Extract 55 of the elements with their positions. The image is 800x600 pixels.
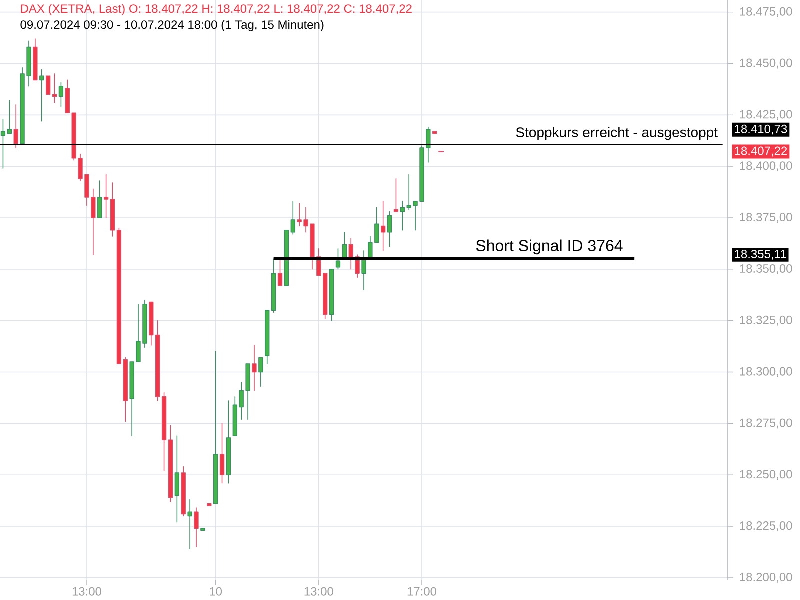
y-tick-label: 18.450,00 — [740, 58, 792, 69]
candlestick — [323, 273, 328, 320]
candlestick — [387, 211, 392, 248]
candlestick — [58, 82, 64, 108]
candlestick — [258, 357, 264, 388]
ref-line-label: Short Signal ID 3764 — [476, 240, 623, 255]
candlestick — [110, 182, 116, 237]
candlestick — [116, 228, 122, 364]
candlestick — [188, 499, 192, 550]
y-tick-label: 18.300,00 — [740, 367, 792, 378]
candlestick — [162, 392, 167, 472]
candlestick — [200, 528, 206, 532]
y-tick-label: 18.200,00 — [740, 572, 792, 583]
text: 18.410,73 — [735, 124, 788, 135]
candlestick — [207, 503, 212, 506]
y-tick-label: 18.475,00 — [740, 7, 792, 18]
candlestick — [14, 104, 18, 148]
y-tick-label: 18.325,00 — [740, 316, 792, 326]
candlestick — [290, 201, 296, 235]
candlestick — [156, 320, 160, 402]
candlestick — [265, 310, 270, 364]
candlestick — [278, 258, 283, 286]
candlestick — [232, 396, 238, 436]
candlestick — [252, 345, 257, 392]
y-tick-label: 18.425,00 — [740, 110, 792, 120]
candlestick — [33, 38, 38, 81]
x-tick-label: 17:00 — [408, 587, 437, 596]
chart-title: DAX (XETRA, Last) O: 18.407,22 H: 18.407,22 L: 18.407,22 C: 18.407,22 — [21, 4, 412, 16]
candlestick — [329, 269, 334, 322]
candlestick — [181, 466, 186, 517]
candlestick — [194, 508, 199, 548]
ref-line-label: Stoppkurs erreicht - ausgestoppt — [516, 127, 718, 140]
candlestick — [432, 131, 438, 134]
y-tick-label: 18.375,00 — [740, 213, 792, 223]
y-tick-label: 18.275,00 — [740, 418, 792, 429]
candlestick — [98, 180, 102, 218]
text: 18.407,22 — [735, 146, 788, 157]
candlestick — [284, 230, 290, 286]
candlestick — [123, 357, 128, 422]
candlestick — [46, 76, 51, 96]
candlestick — [168, 425, 174, 502]
candlestick — [226, 400, 232, 484]
x-tick-label: 10 — [210, 587, 222, 596]
text: 09.07.2024 09:30 - 10.07.2024 18:00 (1 Tag, 15 Minuten) — [20, 20, 324, 32]
y-tick-label: 18.350,00 — [740, 264, 792, 274]
x-tick-label: 13:00 — [304, 587, 334, 596]
y-tick-label: 18.250,00 — [740, 470, 792, 480]
candlestick — [65, 80, 70, 114]
candlestick — [40, 70, 44, 122]
x-tick-label: 13:00 — [72, 587, 102, 596]
text: 18.355,11 — [735, 250, 786, 260]
candlestick — [149, 302, 154, 346]
y-tick-label: 18.400,00 — [740, 162, 792, 172]
candlestick — [271, 258, 276, 314]
y-tick-label: 18.225,00 — [740, 522, 792, 532]
